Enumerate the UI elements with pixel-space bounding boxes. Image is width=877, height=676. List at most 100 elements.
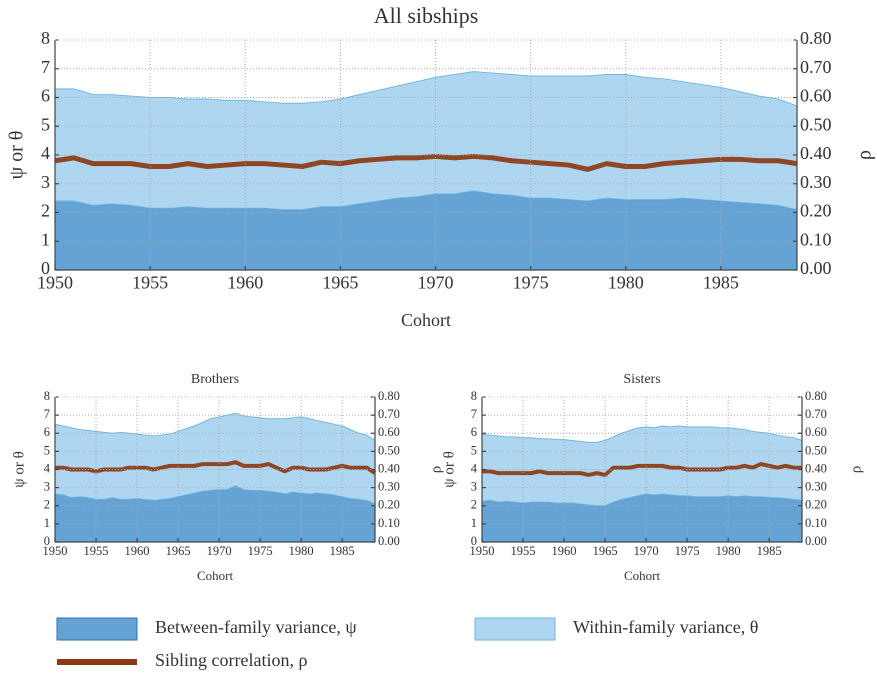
x-tick-label: 1960 — [125, 544, 150, 558]
x-tick-label: 1950 — [43, 544, 68, 558]
y2-tick-label: 0.30 — [805, 480, 827, 494]
y2-tick-label: 0.60 — [378, 425, 400, 439]
x-tick-label: 1960 — [552, 544, 577, 558]
correlation-line — [482, 462, 802, 477]
y-tick-label: 2 — [41, 201, 50, 221]
x-axis-label: Cohort — [401, 310, 451, 330]
x-axis-label: Cohort — [624, 568, 661, 583]
y2-tick-label: 0.70 — [800, 57, 832, 77]
x-axis-label: Cohort — [197, 568, 234, 583]
chart-title: Sisters — [623, 372, 660, 387]
y2-tick-label: 0.40 — [800, 143, 832, 163]
y-axis-label: ψ or θ — [11, 451, 27, 488]
y-tick-label: 6 — [471, 425, 477, 439]
y2-tick-label: 0.00 — [805, 534, 827, 548]
y-tick-label: 3 — [44, 480, 50, 494]
y-tick-label: 3 — [41, 172, 50, 192]
y2-tick-label: 0.10 — [378, 516, 400, 530]
y2-tick-label: 0.40 — [378, 461, 400, 475]
y2-tick-label: 0.50 — [378, 443, 400, 457]
x-tick-label: 1970 — [207, 544, 232, 558]
x-tick-label: 1985 — [703, 273, 739, 293]
x-tick-label: 1965 — [166, 544, 191, 558]
y2-tick-label: 0.50 — [805, 443, 827, 457]
y-tick-label: 7 — [471, 407, 477, 421]
x-tick-label: 1975 — [675, 544, 700, 558]
y2-tick-label: 0.70 — [805, 407, 827, 421]
y2-tick-label: 0.30 — [378, 480, 400, 494]
legend-label: Within-family variance, θ — [573, 617, 758, 637]
legend-swatch — [474, 617, 556, 641]
x-tick-label: 1985 — [330, 544, 355, 558]
y2-tick-label: 0.50 — [800, 114, 832, 134]
x-tick-label: 1950 — [470, 544, 495, 558]
x-tick-label: 1985 — [757, 544, 782, 558]
y-tick-label: 6 — [44, 425, 50, 439]
y2-tick-label: 0.20 — [378, 498, 400, 512]
y-tick-label: 2 — [44, 498, 50, 512]
y2-tick-label: 0.80 — [378, 389, 400, 403]
x-tick-label: 1980 — [608, 273, 644, 293]
y-tick-label: 4 — [41, 143, 50, 163]
y-axis-label: ψ or θ — [441, 451, 457, 488]
x-tick-label: 1980 — [716, 544, 741, 558]
y-tick-label: 1 — [41, 229, 50, 249]
y2-tick-label: 0.80 — [805, 389, 827, 403]
x-tick-label: 1960 — [227, 273, 263, 293]
x-tick-label: 1980 — [289, 544, 314, 558]
y-tick-label: 0 — [44, 534, 50, 548]
y2-tick-label: 0.20 — [800, 201, 832, 221]
y-axis-label: ψ or θ — [6, 131, 28, 180]
y2-tick-label: 0.40 — [805, 461, 827, 475]
x-tick-label: 1975 — [513, 273, 549, 293]
y-tick-label: 8 — [44, 389, 50, 403]
y-tick-label: 5 — [471, 443, 477, 457]
legend-swatch — [56, 617, 138, 641]
y-tick-label: 1 — [44, 516, 50, 530]
y2-tick-label: 0.80 — [800, 28, 832, 48]
y-tick-label: 1 — [471, 516, 477, 530]
y2-tick-label: 0.20 — [805, 498, 827, 512]
x-tick-label: 1965 — [593, 544, 618, 558]
y-tick-label: 6 — [41, 86, 50, 106]
x-tick-label: 1965 — [322, 273, 358, 293]
variance-area — [54, 71, 798, 211]
y2-tick-label: 0.00 — [378, 534, 400, 548]
y2-axis-label: ρ — [428, 466, 444, 474]
chart-title: Brothers — [191, 372, 239, 387]
y2-tick-label: 0.30 — [800, 172, 832, 192]
y-tick-label: 8 — [41, 28, 50, 48]
y2-axis-label: ρ — [848, 466, 864, 474]
legend-label: Between-family variance, ψ — [155, 617, 357, 637]
y-tick-label: 0 — [471, 534, 477, 548]
y-tick-label: 7 — [41, 57, 50, 77]
y-tick-label: 4 — [471, 461, 478, 475]
y2-tick-label: 0.60 — [805, 425, 827, 439]
correlation-line — [54, 153, 798, 172]
y2-tick-label: 0.70 — [378, 407, 400, 421]
y-tick-label: 3 — [471, 480, 477, 494]
y2-axis-label: ρ — [854, 150, 876, 160]
chart-title: All sibships — [374, 3, 479, 28]
y2-tick-label: 0.10 — [800, 229, 832, 249]
legend-label: Sibling correlation, ρ — [155, 650, 307, 670]
y2-tick-label: 0.00 — [800, 258, 832, 278]
y-tick-label: 5 — [44, 443, 50, 457]
y-tick-label: 5 — [41, 114, 50, 134]
x-tick-label: 1975 — [248, 544, 273, 558]
x-tick-label: 1955 — [132, 273, 168, 293]
y-tick-label: 0 — [41, 258, 50, 278]
y-tick-label: 4 — [44, 461, 51, 475]
x-tick-label: 1970 — [634, 544, 659, 558]
x-tick-label: 1970 — [418, 273, 454, 293]
y-tick-label: 7 — [44, 407, 50, 421]
x-tick-label: 1950 — [37, 273, 73, 293]
x-tick-label: 1955 — [511, 544, 536, 558]
y-tick-label: 2 — [471, 498, 477, 512]
variance-area — [54, 412, 376, 505]
y-tick-label: 8 — [471, 389, 477, 403]
x-tick-label: 1955 — [84, 544, 109, 558]
correlation-line — [55, 460, 377, 475]
y2-tick-label: 0.60 — [800, 86, 832, 106]
